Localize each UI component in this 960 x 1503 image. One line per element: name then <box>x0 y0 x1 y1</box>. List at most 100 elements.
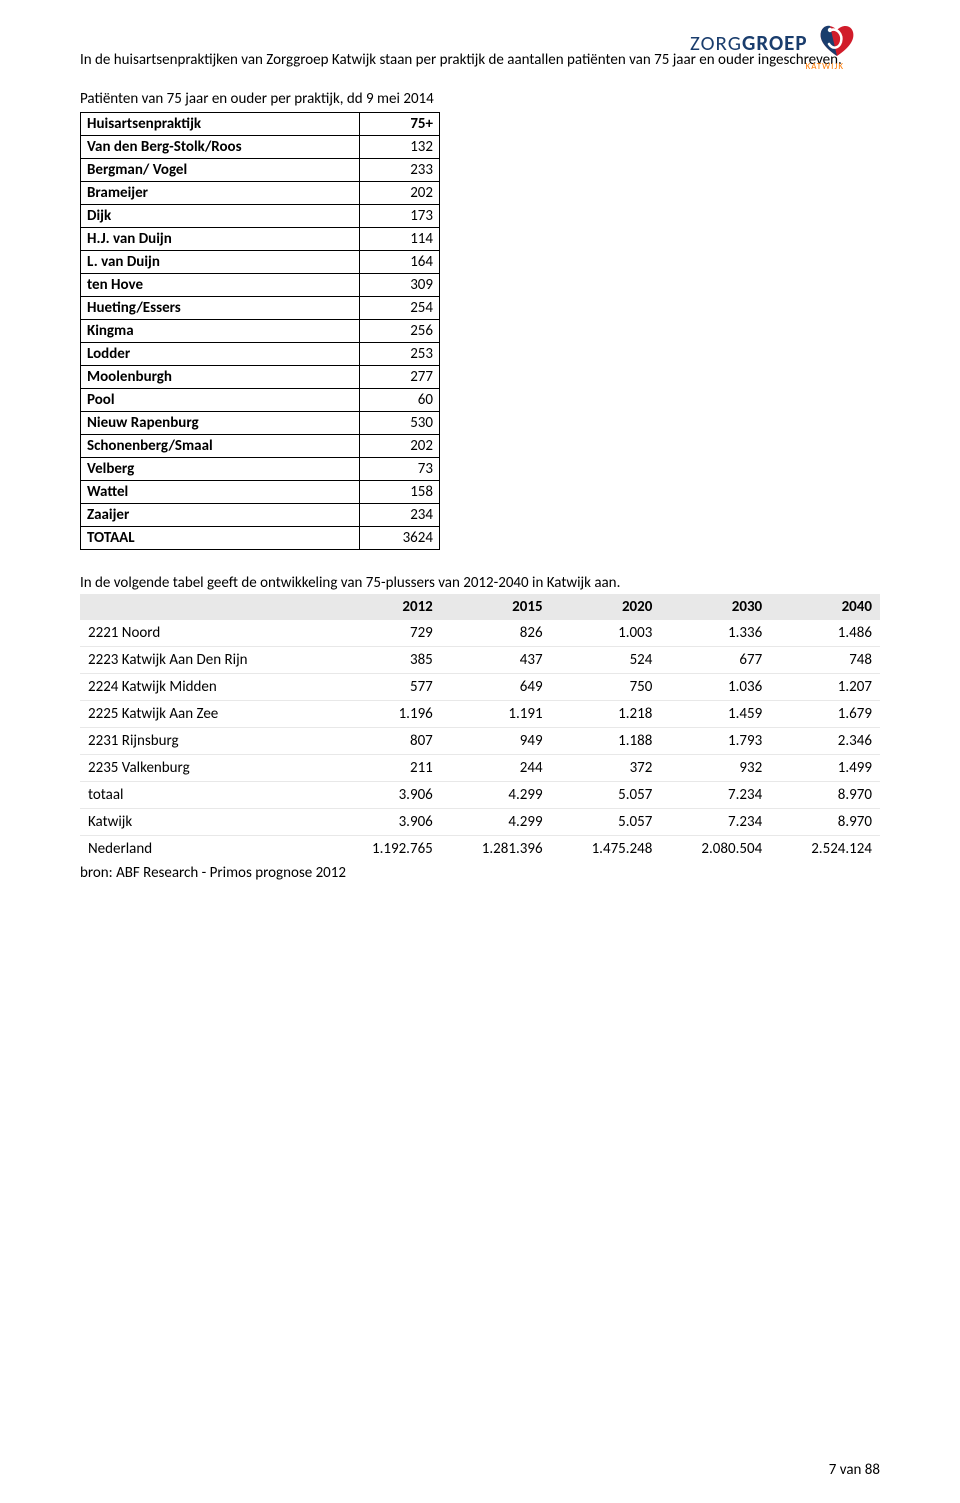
practice-count: 3624 <box>360 527 440 550</box>
data-cell: 372 <box>551 755 661 782</box>
practice-count: 73 <box>360 458 440 481</box>
logo-text: ZORGGROEP <box>690 30 808 56</box>
data-cell: 7.234 <box>660 782 770 809</box>
row-label: 2224 Katwijk Midden <box>80 674 331 701</box>
table-row: H.J. van Duijn114 <box>81 228 440 251</box>
row-label: Katwijk <box>80 809 331 836</box>
data-cell: 385 <box>331 647 441 674</box>
table-row: 2223 Katwijk Aan Den Rijn385437524677748 <box>80 647 880 674</box>
practice-count: 60 <box>360 389 440 412</box>
data-cell: 2.524.124 <box>770 836 880 863</box>
table-row: Brameijer202 <box>81 182 440 205</box>
table-row: Van den Berg-Stolk/Roos132 <box>81 136 440 159</box>
table-row: TOTAAL3624 <box>81 527 440 550</box>
practice-count: 202 <box>360 182 440 205</box>
table-row: Lodder253 <box>81 343 440 366</box>
data-cell: 1.188 <box>551 728 661 755</box>
data-cell: 8.970 <box>770 782 880 809</box>
table-row: Nieuw Rapenburg530 <box>81 412 440 435</box>
practice-name: TOTAAL <box>81 527 360 550</box>
practice-count: 158 <box>360 481 440 504</box>
row-label: 2235 Valkenburg <box>80 755 331 782</box>
data-cell: 677 <box>660 647 770 674</box>
table-row: L. van Duijn164 <box>81 251 440 274</box>
practice-count: 256 <box>360 320 440 343</box>
data-cell: 1.336 <box>660 620 770 647</box>
data-cell: 5.057 <box>551 782 661 809</box>
data-cell: 1.036 <box>660 674 770 701</box>
table-row: Nederland1.192.7651.281.3961.475.2482.08… <box>80 836 880 863</box>
data-cell: 3.906 <box>331 782 441 809</box>
practice-name: Moolenburgh <box>81 366 360 389</box>
practice-name: L. van Duijn <box>81 251 360 274</box>
mid-paragraph: In de volgende tabel geeft de ontwikkeli… <box>80 574 880 592</box>
practice-count: 132 <box>360 136 440 159</box>
data-cell: 932 <box>660 755 770 782</box>
practice-count: 164 <box>360 251 440 274</box>
data-cell: 211 <box>331 755 441 782</box>
data-cell: 729 <box>331 620 441 647</box>
data-cell: 1.192.765 <box>331 836 441 863</box>
data-cell: 748 <box>770 647 880 674</box>
table-header-cell: Huisartsenpraktijk <box>81 113 360 136</box>
row-label: 2223 Katwijk Aan Den Rijn <box>80 647 331 674</box>
practice-name: Zaaijer <box>81 504 360 527</box>
data-cell: 8.970 <box>770 809 880 836</box>
table-row: ten Hove309 <box>81 274 440 297</box>
row-label: 2225 Katwijk Aan Zee <box>80 701 331 728</box>
table-row: 2225 Katwijk Aan Zee1.1961.1911.2181.459… <box>80 701 880 728</box>
practice-name: Kingma <box>81 320 360 343</box>
table-row: Schonenberg/Smaal202 <box>81 435 440 458</box>
data-cell: 1.499 <box>770 755 880 782</box>
column-header <box>80 594 331 620</box>
practice-count: 234 <box>360 504 440 527</box>
source-line: bron: ABF Research - Primos prognose 201… <box>80 864 880 882</box>
row-label: 2221 Noord <box>80 620 331 647</box>
practice-name: Dijk <box>81 205 360 228</box>
table-header-cell: 75+ <box>360 113 440 136</box>
practice-count: 173 <box>360 205 440 228</box>
data-cell: 649 <box>441 674 551 701</box>
column-header: 2030 <box>660 594 770 620</box>
data-cell: 1.003 <box>551 620 661 647</box>
table-row: 2224 Katwijk Midden5776497501.0361.207 <box>80 674 880 701</box>
practice-table: Huisartsenpraktijk75+Van den Berg-Stolk/… <box>80 112 440 550</box>
table-row: 2231 Rijnsburg8079491.1881.7932.346 <box>80 728 880 755</box>
table-row: Hueting/Essers254 <box>81 297 440 320</box>
data-cell: 4.299 <box>441 809 551 836</box>
data-cell: 826 <box>441 620 551 647</box>
table-row: Pool60 <box>81 389 440 412</box>
row-label: 2231 Rijnsburg <box>80 728 331 755</box>
data-cell: 2.346 <box>770 728 880 755</box>
data-cell: 3.906 <box>331 809 441 836</box>
table-row: totaal3.9064.2995.0577.2348.970 <box>80 782 880 809</box>
practice-count: 309 <box>360 274 440 297</box>
practice-name: Brameijer <box>81 182 360 205</box>
table1-caption: Patiënten van 75 jaar en ouder per prakt… <box>80 90 880 108</box>
practice-name: Nieuw Rapenburg <box>81 412 360 435</box>
data-cell: 5.057 <box>551 809 661 836</box>
practice-count: 202 <box>360 435 440 458</box>
practice-name: Velberg <box>81 458 360 481</box>
column-header: 2012 <box>331 594 441 620</box>
practice-count: 114 <box>360 228 440 251</box>
data-cell: 1.191 <box>441 701 551 728</box>
practice-name: Bergman/ Vogel <box>81 159 360 182</box>
table-row: Wattel158 <box>81 481 440 504</box>
practice-name: Van den Berg-Stolk/Roos <box>81 136 360 159</box>
brand-logo: ZORGGROEP KATWIJK <box>690 20 890 80</box>
table-row: Katwijk3.9064.2995.0577.2348.970 <box>80 809 880 836</box>
table-row: Velberg73 <box>81 458 440 481</box>
practice-count: 530 <box>360 412 440 435</box>
practice-count: 233 <box>360 159 440 182</box>
practice-name: ten Hove <box>81 274 360 297</box>
data-cell: 1.281.396 <box>441 836 551 863</box>
data-cell: 244 <box>441 755 551 782</box>
column-header: 2020 <box>551 594 661 620</box>
page-footer: 7 van 88 <box>829 1461 880 1479</box>
data-cell: 807 <box>331 728 441 755</box>
data-cell: 750 <box>551 674 661 701</box>
table-row: Zaaijer234 <box>81 504 440 527</box>
practice-name: Hueting/Essers <box>81 297 360 320</box>
data-cell: 949 <box>441 728 551 755</box>
